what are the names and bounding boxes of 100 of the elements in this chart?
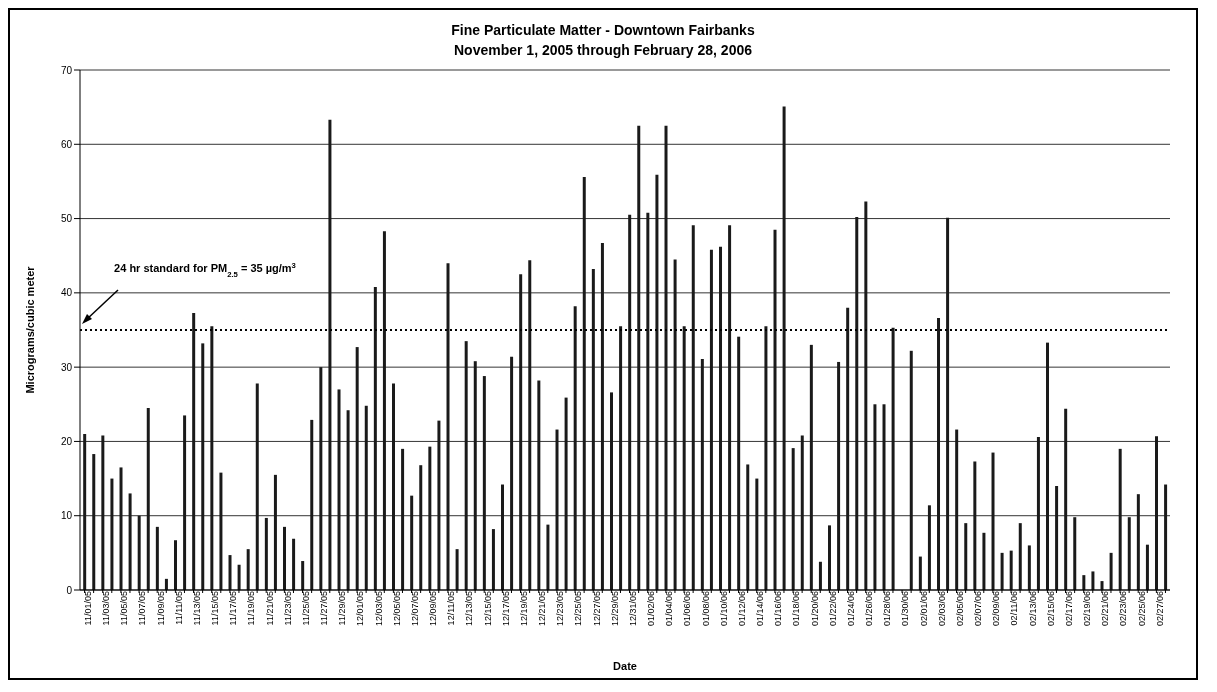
bar [337, 389, 341, 590]
y-tick-label: 30 [60, 361, 73, 373]
x-tick-label: 12/31/05 [627, 591, 638, 627]
bar [482, 376, 486, 590]
bar [83, 434, 87, 590]
bar [1091, 571, 1095, 590]
bar [237, 564, 241, 590]
bar [401, 448, 405, 590]
x-tick-label: 01/24/06 [845, 591, 856, 627]
bar [773, 229, 777, 590]
bar [1036, 436, 1040, 590]
x-tick-label: 12/05/05 [391, 591, 402, 627]
bar [1055, 486, 1059, 590]
chart-subtitle: November 1, 2005 through February 28, 2006 [453, 41, 753, 60]
bar [955, 429, 959, 590]
bar [1155, 436, 1159, 590]
bar [464, 341, 468, 590]
x-tick-label: 01/20/06 [809, 591, 820, 627]
x-tick-label: 11/13/05 [191, 591, 202, 626]
bar [201, 343, 205, 590]
bar [246, 549, 250, 590]
bar [909, 350, 913, 590]
x-tick-label: 12/19/05 [518, 591, 529, 627]
y-tick-label: 40 [60, 287, 73, 299]
bar [682, 326, 686, 590]
bar [328, 119, 332, 590]
bar [555, 429, 559, 590]
bar [528, 260, 532, 590]
bar [537, 380, 541, 590]
x-tick-label: 11/09/05 [155, 591, 166, 626]
bar [255, 383, 259, 590]
y-axis-title: Micrograms/cubic meter [23, 265, 36, 394]
x-tick-label: 12/03/05 [373, 591, 384, 627]
bar [319, 367, 323, 590]
bar [564, 397, 568, 590]
x-tick-label: 02/13/06 [1027, 591, 1038, 627]
x-tick-label: 11/15/05 [210, 591, 221, 626]
bar [628, 214, 632, 590]
bar [92, 454, 96, 590]
x-tick-label: 02/01/06 [918, 591, 929, 627]
bar [264, 517, 268, 590]
bar [864, 201, 868, 590]
bar [982, 532, 986, 590]
bar [600, 243, 604, 590]
x-tick-label: 11/07/05 [137, 591, 148, 626]
x-tick-label: 11/01/05 [82, 591, 93, 626]
x-tick-label: 12/17/05 [500, 591, 511, 627]
bar [310, 419, 314, 590]
x-tick-label: 11/03/05 [101, 591, 112, 626]
bar [764, 326, 768, 590]
bar [428, 446, 432, 590]
bar [491, 529, 495, 590]
bar [828, 525, 832, 590]
bar [964, 523, 968, 590]
bar [937, 318, 941, 590]
bar [446, 263, 450, 590]
x-tick-label: 02/03/06 [936, 591, 947, 627]
bar [546, 524, 550, 590]
bar [1073, 517, 1077, 590]
bar [818, 561, 822, 590]
bar [800, 435, 804, 590]
bar [273, 474, 277, 590]
bar [283, 526, 287, 590]
x-tick-label: 01/06/06 [682, 591, 693, 627]
bar [228, 555, 232, 590]
x-tick-label: 01/10/06 [718, 591, 729, 627]
ref-line-label: 24 hr standard for PM$_{2.5}$ = 35 µg/m$^{3}$ [114, 260, 296, 279]
x-tick-label: 11/11/05 [173, 591, 184, 625]
bar [192, 312, 196, 590]
bar [1027, 545, 1031, 590]
x-tick-label: 01/08/06 [700, 591, 711, 627]
bar [183, 415, 187, 590]
x-tick-label: 11/19/05 [246, 591, 257, 626]
bar [392, 383, 396, 590]
bar [501, 484, 505, 590]
bar [746, 464, 750, 590]
bar [1145, 544, 1149, 590]
bar [700, 358, 704, 590]
x-tick-label: 02/07/06 [973, 591, 984, 627]
x-tick-label: 01/12/06 [736, 591, 747, 627]
x-tick-label: 01/30/06 [900, 591, 911, 627]
bar [737, 336, 741, 590]
bar [301, 561, 305, 590]
x-tick-label: 02/15/06 [1045, 591, 1056, 627]
x-tick-label: 02/11/06 [1009, 591, 1020, 626]
bar [155, 526, 159, 590]
bar [619, 326, 623, 590]
bar [1127, 517, 1131, 590]
x-tick-label: 11/29/05 [337, 591, 348, 626]
bar [918, 556, 922, 590]
x-tick-label: 11/23/05 [282, 591, 293, 626]
bar [110, 478, 114, 590]
x-tick-label: 11/05/05 [119, 591, 130, 626]
x-tick-label: 11/17/05 [228, 591, 239, 626]
y-tick-label: 70 [60, 64, 73, 76]
bar [355, 347, 359, 590]
bar [719, 246, 723, 590]
bar [664, 125, 668, 590]
bar [637, 125, 641, 590]
x-tick-label: 02/09/06 [991, 591, 1002, 627]
